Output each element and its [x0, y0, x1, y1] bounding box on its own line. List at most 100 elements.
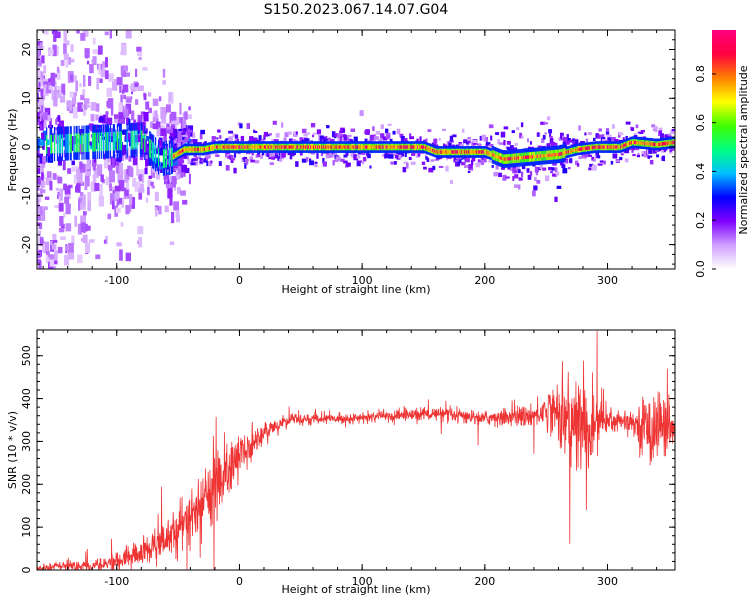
spectrogram-cell — [372, 126, 375, 132]
spectrogram-cell — [144, 147, 149, 155]
spectrogram-cell — [285, 145, 287, 149]
spectrogram-cell — [641, 151, 645, 155]
spectrogram-cell — [464, 150, 466, 154]
spectrogram-cell — [167, 179, 170, 185]
spectrogram-cell — [80, 94, 85, 101]
spectrogram-cell — [551, 153, 553, 157]
spectrogram-cell — [40, 71, 44, 81]
spectrogram-cell — [316, 145, 319, 149]
spectrogram-cell — [534, 166, 539, 173]
spectrogram-cell — [269, 145, 272, 149]
spectrogram-cell — [456, 150, 458, 154]
spectrogram-cell — [428, 147, 431, 151]
spectrogram-cell — [468, 164, 473, 170]
spectrogram-cell — [207, 146, 209, 151]
spectrogram-cell — [164, 109, 168, 115]
spectrogram-cell — [44, 21, 46, 30]
spectrogram-cell — [145, 101, 150, 110]
spectrogram-cell — [123, 108, 129, 118]
spectrogram-cell — [372, 145, 375, 149]
spectrogram-cell — [45, 177, 52, 186]
spectrogram-cell — [389, 145, 391, 149]
spectrogram-cell — [183, 127, 187, 132]
spectrogram-cell — [118, 102, 123, 113]
spectrogram-cell — [174, 153, 176, 157]
spectrogram-cell — [603, 145, 605, 149]
spectrogram-cell — [399, 145, 401, 149]
spectrogram-cell — [37, 60, 42, 66]
spectrogram-cell — [662, 142, 664, 146]
spectrogram-cell — [53, 265, 57, 269]
spectrogram-cell — [427, 147, 430, 151]
spectrogram-cell — [107, 213, 112, 220]
spectrogram-cell — [88, 132, 90, 152]
y-tick-label: 500 — [20, 345, 33, 366]
spectrogram-cell — [478, 150, 481, 154]
spectrogram-cell — [382, 153, 386, 157]
spectrogram-cell — [541, 154, 543, 158]
spectrogram-cell — [90, 113, 95, 122]
spectrogram-cell — [535, 154, 538, 159]
spectrogram-cell — [565, 160, 568, 164]
spectrogram-cell — [503, 126, 509, 130]
spectrogram-cell — [485, 150, 488, 155]
spectrogram-cell — [310, 145, 312, 149]
spectrogram-cell — [90, 134, 94, 138]
spectrogram-cell — [553, 153, 555, 157]
spectrogram-cell — [135, 68, 138, 78]
spectrogram-cell — [180, 164, 186, 173]
spectrogram-cell — [565, 150, 567, 155]
spectrogram-cell — [159, 141, 163, 152]
spectrogram-cell — [62, 306, 68, 313]
spectrogram-cell — [60, 223, 65, 229]
spectrogram-cell — [338, 145, 340, 149]
spectrogram-cell — [212, 136, 216, 140]
spectrogram-cell — [356, 160, 361, 167]
spectrogram-cell — [224, 145, 226, 149]
spectrogram-cell — [90, 289, 93, 294]
spectrogram-cell — [40, 6, 46, 10]
spectrogram-cell — [393, 152, 398, 156]
spectrogram-cell — [346, 145, 348, 149]
spectrogram-cell — [369, 145, 371, 149]
spectrogram-cell — [42, 112, 48, 120]
spectrogram-cell — [257, 145, 259, 149]
spectrogram-cell — [193, 147, 195, 152]
spectrogram-cell — [268, 145, 271, 149]
spectrogram-cell — [294, 145, 296, 149]
spectrogram-cell — [116, 157, 122, 162]
spectrogram-cell — [600, 145, 602, 149]
spectrogram-cell — [81, 12, 87, 17]
spectrogram-cell — [513, 156, 515, 161]
spectrogram-cell — [371, 145, 374, 149]
spectrogram-cell — [598, 128, 602, 132]
spectrogram-cell — [43, 30, 49, 35]
spectrogram-cell — [605, 145, 607, 149]
spectrogram-cell — [165, 104, 171, 113]
spectrogram-cell — [118, 197, 123, 205]
spectrogram-cell — [376, 145, 379, 149]
spectrogram-cell — [606, 134, 612, 138]
spectrogram-cell — [262, 145, 264, 149]
spectrogram-cell — [82, 292, 84, 300]
spectrogram-cell — [611, 145, 613, 149]
spectrogram-cell — [49, 326, 51, 337]
spectrogram-cell — [100, 68, 106, 78]
spectrogram-cell — [243, 145, 245, 149]
spectrogram-cell — [37, 186, 40, 191]
spectrogram-cell — [120, 221, 124, 227]
spectrogram-cell — [480, 160, 485, 166]
spectrogram-cell — [180, 149, 182, 154]
spectrogram-cell — [37, 236, 40, 247]
spectrogram-cell — [38, 195, 42, 203]
spectrogram-cell — [415, 145, 417, 149]
spectrogram-cell — [641, 152, 644, 157]
spectrogram-cell — [473, 150, 475, 154]
spectrogram-cell — [128, 131, 131, 138]
spectrogram-cell — [495, 165, 499, 170]
spectrogram-cell — [304, 145, 306, 149]
spectrogram-cell — [84, 331, 90, 337]
spectrogram-cell — [438, 165, 444, 169]
spectrogram-cell — [43, 78, 49, 85]
spectrogram-cell — [145, 146, 151, 152]
